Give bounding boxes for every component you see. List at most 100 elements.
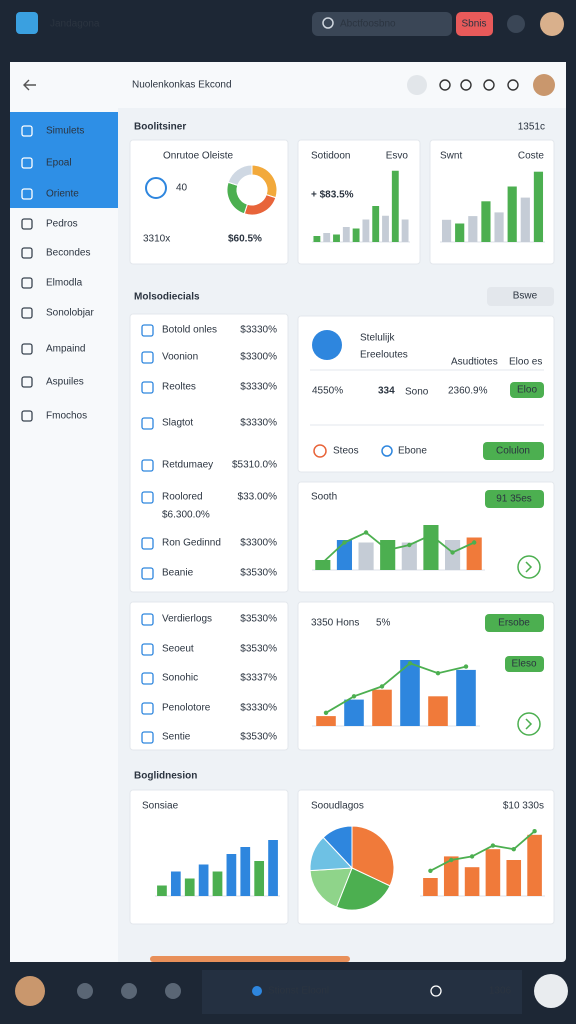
nav-icon xyxy=(77,983,93,999)
list-value: $3330% xyxy=(240,382,277,393)
bar xyxy=(391,170,399,242)
bar xyxy=(344,699,364,726)
sidebar-item[interactable]: Simulets xyxy=(46,126,84,137)
trend-point xyxy=(407,661,413,666)
trend-point xyxy=(449,857,454,863)
list-icon xyxy=(141,643,154,656)
sidebar-icon xyxy=(21,125,33,137)
sidebar-item[interactable]: Sonolobjar xyxy=(46,308,94,319)
search-box[interactable] xyxy=(312,12,452,36)
list-name: Voonion xyxy=(162,352,198,363)
trend-point xyxy=(428,532,434,538)
bar xyxy=(313,236,321,242)
bar xyxy=(441,219,452,242)
card-delta: + $83.5% xyxy=(311,190,354,201)
list-name: Sentie xyxy=(162,732,191,743)
next-arrow[interactable] xyxy=(525,718,533,730)
user-avatar xyxy=(15,976,45,1006)
card-title: Sonsiae xyxy=(142,801,179,812)
sidebar-item[interactable]: Aspuiles xyxy=(46,377,84,388)
bar xyxy=(184,878,195,896)
sidebar-icon xyxy=(21,376,33,388)
list-value: $3330% xyxy=(240,703,277,714)
list-icon xyxy=(141,537,154,550)
action-button[interactable] xyxy=(483,442,544,460)
bar xyxy=(333,234,340,242)
section-button[interactable] xyxy=(487,287,554,306)
sidebar-item[interactable]: Elmodla xyxy=(46,278,83,289)
status-panel xyxy=(202,970,522,1014)
trend-point xyxy=(471,540,477,545)
list-name: Verdierlogs xyxy=(162,614,212,625)
list-icon xyxy=(141,324,154,337)
top-button[interactable] xyxy=(456,12,493,36)
trend-line xyxy=(322,531,475,564)
link-icon xyxy=(381,445,393,457)
back-icon[interactable] xyxy=(23,79,36,91)
brand-logo xyxy=(312,330,342,360)
list-name: Penolotore xyxy=(162,703,211,714)
sidebar-item[interactable]: Epoal xyxy=(46,158,72,169)
sidebar-item[interactable]: Pedros xyxy=(46,219,78,230)
card xyxy=(129,313,289,593)
small-button-label: Eloo xyxy=(517,385,537,396)
list-name: Sonohic xyxy=(162,673,198,684)
bar xyxy=(358,542,374,570)
small-button[interactable] xyxy=(510,382,544,398)
slice xyxy=(227,164,253,186)
sidebar-icon xyxy=(21,188,33,200)
card-meta: $10 330s xyxy=(503,801,544,812)
card xyxy=(297,315,555,473)
link[interactable]: Steos xyxy=(333,446,359,457)
search-text: Abctfoosbno xyxy=(340,19,396,30)
list-icon xyxy=(141,351,154,364)
logo xyxy=(16,12,38,34)
next-arrow[interactable] xyxy=(525,561,533,573)
bar xyxy=(372,689,392,726)
app-name: Jandagona xyxy=(50,19,100,30)
stat: 334 xyxy=(378,386,395,397)
header-icon xyxy=(460,79,472,91)
small-button[interactable] xyxy=(505,656,544,672)
sidebar-item[interactable]: Fmochos xyxy=(46,411,87,422)
card-title: Sooudlagos xyxy=(311,801,364,812)
list-sub: $6.300.0% xyxy=(162,510,210,521)
list-icon xyxy=(141,567,154,580)
notification-icon xyxy=(507,15,525,33)
list-value: $3530% xyxy=(240,732,277,743)
sidebar-item[interactable]: Becondes xyxy=(46,248,90,259)
card-meta: Coste xyxy=(518,151,545,162)
bar xyxy=(336,540,353,570)
bar xyxy=(170,871,181,896)
bar xyxy=(380,540,396,570)
card-value: $60.5% xyxy=(228,234,262,245)
card xyxy=(129,601,289,751)
trend-point xyxy=(450,550,455,555)
bar xyxy=(527,834,542,896)
trend-line xyxy=(325,662,467,714)
bar xyxy=(456,669,476,726)
back-arrow: Nuolenkonkas Ekcond xyxy=(132,80,232,91)
sidebar-icon xyxy=(21,157,33,169)
next-button xyxy=(517,555,541,579)
next-button xyxy=(517,712,541,736)
search-icon xyxy=(322,17,334,29)
list-value: $3330% xyxy=(240,325,277,336)
status-text: Stionst Eloonl xyxy=(268,986,329,997)
header-icon xyxy=(439,79,451,91)
link[interactable]: Ebone xyxy=(398,446,427,457)
bar xyxy=(157,885,167,896)
list-value: $3300% xyxy=(240,352,277,363)
list-name: Reoltes xyxy=(162,382,196,393)
sidebar-item[interactable]: Ampaind xyxy=(46,344,85,355)
list-name: Botold onles xyxy=(162,325,217,336)
list-name: Ron Gedinnd xyxy=(162,538,221,549)
card-stat: 40 xyxy=(176,183,188,194)
header-icon xyxy=(507,79,519,91)
trend-point xyxy=(385,547,390,553)
card-title: 3350 Hons xyxy=(311,618,359,629)
bar xyxy=(423,878,438,896)
sidebar-item[interactable]: Oriente xyxy=(46,189,79,200)
bar xyxy=(315,560,331,570)
